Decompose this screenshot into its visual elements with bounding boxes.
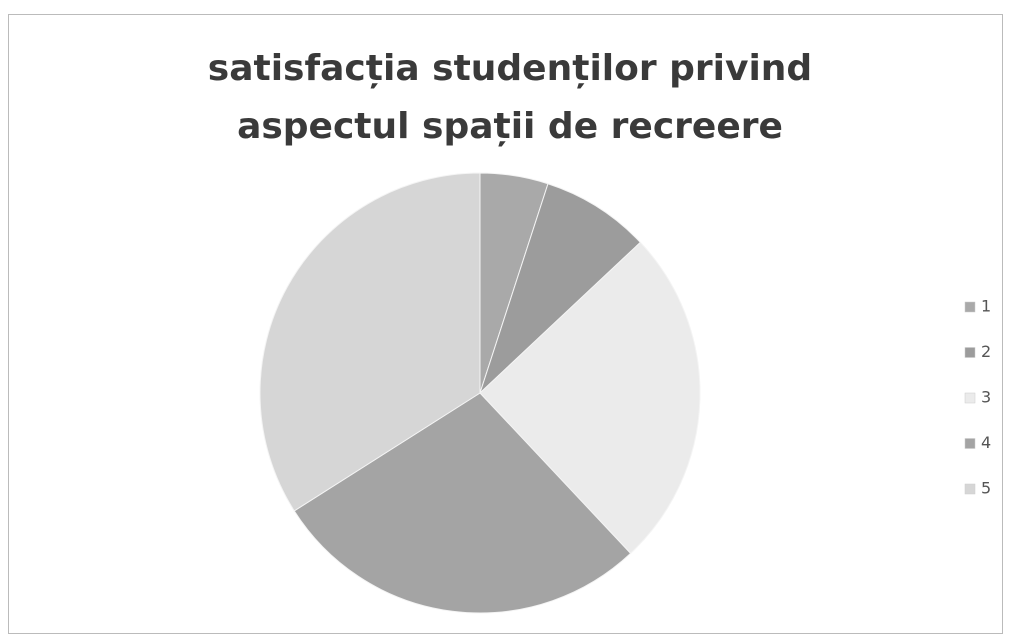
- chart-frame: [8, 14, 1003, 634]
- pie-slice: [259, 172, 481, 512]
- pie-slice: [293, 392, 632, 614]
- legend-label: 2: [981, 342, 991, 361]
- legend-swatch: [964, 301, 976, 313]
- legend-swatch: [964, 347, 976, 358]
- legend-swatch: [964, 438, 976, 449]
- legend-label: 5: [981, 479, 991, 498]
- legend-label: 3: [981, 388, 991, 407]
- pie-slice: [479, 241, 701, 555]
- legend-swatch: [964, 392, 976, 404]
- legend-label: 4: [981, 433, 991, 452]
- legend-label: 1: [981, 297, 991, 316]
- legend-swatch: [964, 483, 976, 495]
- chart-title: satisfacția studenților privind aspectul…: [207, 48, 813, 147]
- pie-slice: [479, 183, 642, 394]
